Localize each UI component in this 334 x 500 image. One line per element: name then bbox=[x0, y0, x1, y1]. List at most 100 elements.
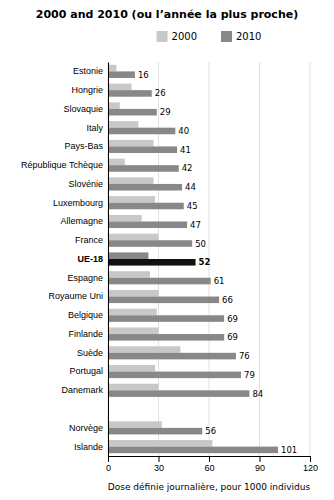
bar bbox=[108, 390, 249, 397]
grid bbox=[108, 62, 310, 456]
x-tick-mark bbox=[108, 456, 109, 462]
y-tick-label: Estonie bbox=[73, 66, 103, 76]
data-label: 41 bbox=[180, 145, 191, 155]
y-tick-label: Portugal bbox=[69, 366, 103, 376]
y-tick: Islande bbox=[74, 441, 108, 451]
bar bbox=[108, 278, 211, 285]
plot: 1626294041424445475052616669697679845610… bbox=[21, 62, 318, 473]
bar bbox=[108, 203, 184, 210]
y-tick-label: UE-18 bbox=[77, 254, 103, 264]
y-tick-label: Islande bbox=[74, 441, 103, 451]
x-tick-mark bbox=[209, 456, 210, 462]
bar bbox=[108, 372, 241, 379]
y-tick-label: Hongrie bbox=[71, 85, 103, 95]
x-axis-line bbox=[109, 457, 311, 463]
x-tick: 60 bbox=[204, 456, 214, 473]
data-labels: 1626294041424445475052616669697679845610… bbox=[138, 70, 297, 455]
legend-label: 2000 bbox=[172, 31, 197, 42]
y-tick: Italy bbox=[86, 123, 108, 133]
y-tick: Espagne bbox=[67, 273, 108, 283]
data-label: 29 bbox=[160, 107, 171, 117]
bar bbox=[108, 177, 153, 184]
legend-label: 2010 bbox=[236, 31, 261, 42]
y-tick-label: République Tchèque bbox=[21, 160, 103, 170]
bar bbox=[108, 421, 162, 428]
bars bbox=[108, 65, 278, 453]
bar bbox=[108, 384, 159, 391]
y-tick: France bbox=[75, 235, 108, 245]
data-label: 76 bbox=[239, 351, 250, 361]
x-tick: 30 bbox=[154, 456, 164, 473]
y-tick: Slovaquie bbox=[63, 104, 108, 114]
x-tick-mark bbox=[260, 456, 261, 462]
bar bbox=[108, 128, 175, 135]
y-tick-label: Slovénie bbox=[68, 179, 103, 189]
x-tick-mark bbox=[310, 456, 311, 462]
y-tick: Hongrie bbox=[71, 85, 108, 95]
y-tick: Royaume Uni bbox=[48, 291, 108, 301]
y-tick: République Tchèque bbox=[21, 160, 108, 170]
y-tick: Luxembourg bbox=[53, 198, 108, 208]
y-tick-label: Norvège bbox=[69, 423, 103, 433]
data-label: 101 bbox=[281, 445, 297, 455]
bar bbox=[108, 334, 224, 341]
x-tick-label: 120 bbox=[303, 463, 318, 473]
bar bbox=[108, 234, 159, 241]
x-tick: 0 bbox=[106, 456, 111, 473]
x-tick-label: 0 bbox=[106, 463, 111, 473]
y-tick-label: France bbox=[75, 235, 103, 245]
y-axis-line bbox=[108, 63, 109, 457]
series-1 bbox=[108, 71, 278, 453]
y-tick-label: Finlande bbox=[68, 329, 103, 339]
data-label: 47 bbox=[190, 220, 201, 230]
bar bbox=[108, 90, 152, 97]
data-label: 40 bbox=[178, 126, 189, 136]
bar bbox=[108, 140, 153, 147]
bar bbox=[108, 447, 278, 454]
x-axis-title: Dose définie journalière, pour 1000 indi… bbox=[108, 482, 311, 492]
legend-item: 2000 bbox=[157, 31, 197, 42]
bar bbox=[108, 428, 202, 435]
bar bbox=[108, 215, 142, 222]
y-tick: Danemark bbox=[61, 385, 108, 395]
y-tick: Norvège bbox=[69, 423, 108, 433]
y-tick-label: Espagne bbox=[67, 273, 103, 283]
y-tick: Portugal bbox=[69, 366, 108, 376]
bar bbox=[108, 440, 212, 447]
data-label: 66 bbox=[222, 295, 233, 305]
data-label: 69 bbox=[227, 332, 238, 342]
data-label: 42 bbox=[182, 163, 193, 173]
series-0 bbox=[108, 65, 212, 447]
y-tick: Suède bbox=[77, 348, 108, 358]
bar bbox=[108, 71, 135, 78]
bar bbox=[108, 290, 159, 297]
x-tick-mark bbox=[159, 456, 160, 462]
bar bbox=[108, 353, 236, 360]
data-label: 84 bbox=[252, 389, 263, 399]
y-tick-label: Allemagne bbox=[60, 216, 103, 226]
bar bbox=[108, 259, 196, 266]
bar bbox=[108, 297, 219, 304]
legend: 2000 2010 bbox=[157, 31, 262, 42]
data-label: 26 bbox=[155, 88, 166, 98]
legend-swatch bbox=[157, 31, 168, 42]
data-label: 61 bbox=[214, 276, 225, 286]
bar bbox=[108, 102, 120, 109]
data-label: 56 bbox=[205, 426, 216, 436]
data-label: 52 bbox=[199, 257, 211, 267]
x-tick-label: 90 bbox=[255, 463, 265, 473]
bar bbox=[108, 315, 224, 322]
y-tick-label: Suède bbox=[77, 348, 103, 358]
bar bbox=[108, 146, 177, 153]
y-axis: Estonie Hongrie Slovaquie Italy Pays-Bas Répu… bbox=[21, 63, 108, 457]
y-tick-label: Royaume Uni bbox=[48, 291, 103, 301]
y-tick: Pays-Bas bbox=[64, 141, 108, 151]
bar bbox=[108, 240, 192, 247]
bar bbox=[108, 109, 157, 116]
y-tick: Allemagne bbox=[60, 216, 108, 226]
chart: 1626294041424445475052616669697679845610… bbox=[0, 0, 334, 500]
x-tick-label: 30 bbox=[154, 463, 164, 473]
y-tick: Slovénie bbox=[68, 179, 108, 189]
data-label: 16 bbox=[138, 70, 149, 80]
bar bbox=[108, 159, 125, 166]
